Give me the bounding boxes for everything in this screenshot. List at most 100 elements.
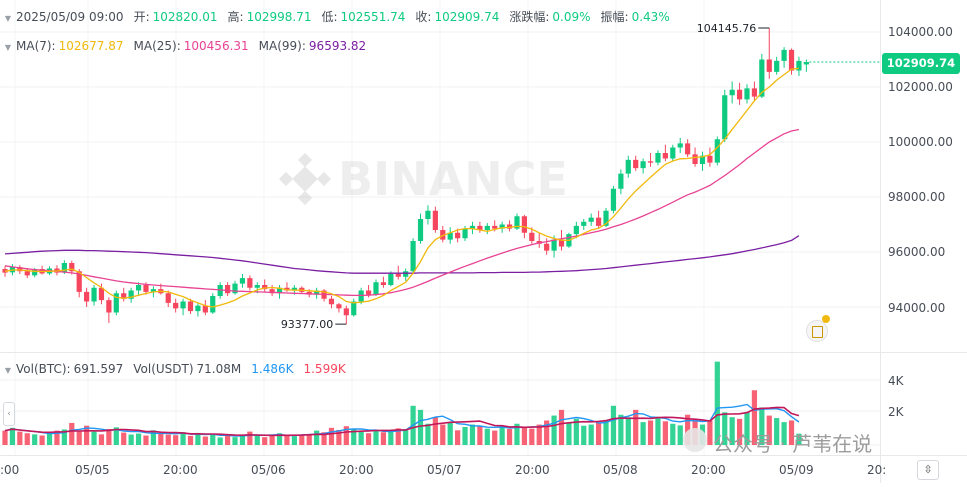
open-value: 102820.01 [152,10,218,24]
candle-body [239,278,246,284]
time-tick: 05/06 [251,463,286,477]
candle-body [640,161,646,169]
candle-body [284,287,290,291]
volume-bar [180,432,186,445]
candle-body [106,300,112,313]
candle-body [410,241,416,272]
candle-body [744,88,750,100]
volume-bar [351,428,357,445]
ma-lines [4,67,800,308]
candle-body [343,308,349,316]
volume-bar [314,430,320,445]
volume-bar [403,428,409,445]
candle-body [135,285,142,291]
ma25-value: 100456.31 [183,39,249,53]
volume-bar [462,427,468,445]
volume-bar [91,431,97,445]
volume-bar [447,422,453,445]
vol-btc-label: Vol(BTC): [16,362,71,376]
volume-bar [655,418,661,445]
candle-body [477,225,483,230]
change-value: 0.09% [552,10,591,24]
candle-body [469,225,476,229]
candle-body [722,95,728,140]
candle-body [603,210,609,226]
candle-body [225,285,231,294]
candle-body [403,271,409,277]
volume-bar [618,414,624,445]
volume-bar [432,417,438,445]
candle-body [610,188,617,211]
volume-bar [24,433,30,445]
candle-body [736,89,743,100]
vol-collapse-icon[interactable]: ▼ [4,366,12,375]
candle-body [506,224,513,229]
axis-scale-button[interactable]: ⇳ [917,460,939,480]
volume-bar [173,435,179,445]
volume-bar [165,434,171,445]
candle-body [24,271,30,276]
volume-bar [670,423,676,445]
volume-bar [254,435,260,445]
candle-body [373,282,379,295]
candle-body [551,239,557,251]
volume-bar [536,424,542,445]
low-label: 低: [321,10,338,24]
candle-body [803,61,809,65]
header-datetime: 2025/05/09 09:00 [16,10,124,24]
volume-bar [321,432,327,445]
volume-bar [529,428,535,445]
volume-bar [269,435,275,445]
candle-body [17,267,23,272]
volume-bar [276,433,283,445]
candle-body [32,269,38,276]
volume-bar [143,435,149,445]
candle-body [707,155,713,163]
candle-body [692,154,698,164]
candle-body [232,283,238,294]
candle-body [388,274,394,285]
candle-body [128,290,134,299]
volume-bar [796,433,802,445]
notes-icon[interactable] [806,320,828,342]
volume-bar [425,423,431,445]
high-marker-label: 104145.76 [697,22,757,35]
time-tick: :00 [0,463,20,477]
candle-body [121,293,127,299]
candle-body [202,305,208,313]
candle-body [492,225,498,229]
candle-body [417,219,424,241]
volume-bar [469,424,476,445]
volume-tick: 4K [888,374,904,388]
candle-body [766,59,772,72]
candle-body [351,301,357,316]
time-tick: 20:00 [339,463,374,477]
time-tick: 05/07 [427,463,462,477]
volume-bar [781,422,787,445]
volume-bar [499,426,505,445]
volume-bar [573,418,579,445]
candle-body [484,225,490,230]
candle-body [165,293,171,303]
volume-bar [328,427,335,445]
volume-bar [158,433,164,445]
volume-bar [106,428,112,445]
volume-bar [54,430,60,445]
ma-collapse-icon[interactable]: ▼ [4,43,12,52]
candle-body [759,59,765,97]
candle-body [98,287,105,301]
collapse-icon[interactable]: ▼ [4,14,12,23]
candle-body [269,289,275,294]
candle-body [685,143,691,155]
candle-body [91,287,97,302]
scroll-left-handle[interactable]: ‹ [3,402,15,426]
candle-body [180,301,186,309]
ma25-line [4,128,800,297]
volume-bar [647,420,654,445]
volume-bar [358,431,364,445]
candle-body [84,291,90,302]
volume-bar [225,435,231,445]
volume-bar [707,420,713,445]
